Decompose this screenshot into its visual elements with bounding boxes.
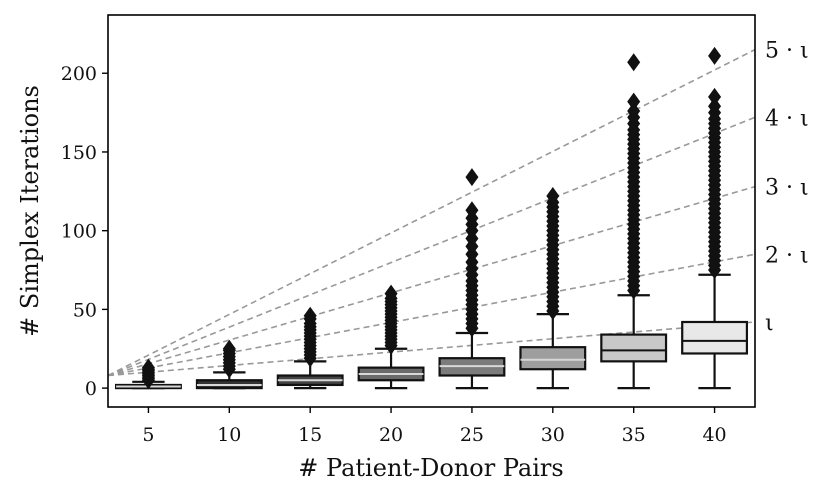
y-tick-label: 200: [61, 63, 97, 85]
box-iqr: [519, 346, 587, 371]
x-tick-label: 20: [379, 424, 403, 446]
x-axis: 5 10 15 20 25 30 35 40: [142, 407, 727, 446]
reference-line-label: 2 · ι: [765, 243, 809, 268]
box-group: [195, 339, 263, 390]
outlier-point: [465, 168, 479, 187]
y-tick-label: 50: [73, 299, 97, 321]
outlier-point: [141, 358, 155, 377]
box-iqr: [600, 333, 668, 363]
outlier-point: [708, 97, 722, 116]
reference-line-labels: ι 2 · ι 3 · ι 4 · ι 5 · ι: [765, 39, 809, 336]
box-group: [600, 53, 668, 390]
outlier-point: [627, 53, 641, 72]
x-tick-label: 35: [622, 424, 646, 446]
x-tick-label: 25: [460, 424, 484, 446]
box-group: [519, 187, 587, 390]
y-tick-label: 0: [85, 378, 97, 400]
outlier-point: [627, 92, 641, 111]
y-axis: 0 50 100 150 200: [61, 63, 108, 400]
plot-area-border: [107, 14, 756, 408]
outlier-point: [627, 102, 641, 121]
outlier-point: [708, 46, 722, 65]
boxes: [114, 46, 749, 390]
reference-line-label: 3 · ι: [765, 176, 809, 201]
outlier-point: [465, 201, 479, 220]
box-group: [438, 168, 506, 390]
x-tick-label: 15: [298, 424, 322, 446]
box-iqr: [681, 320, 749, 355]
outlier-point: [546, 187, 560, 206]
outlier-point: [222, 339, 236, 358]
x-tick-label: 30: [541, 424, 565, 446]
y-tick-label: 150: [61, 142, 97, 164]
outlier-point: [303, 306, 317, 325]
reference-line-label: ι: [765, 311, 774, 336]
reference-line: [107, 116, 756, 377]
outlier-point: [708, 87, 722, 106]
outlier-point: [384, 284, 398, 303]
box-group: [357, 284, 425, 390]
x-tick-label: 40: [702, 424, 726, 446]
x-tick-label: 5: [142, 424, 154, 446]
reference-lines: [107, 48, 756, 377]
reference-line-label: 4 · ι: [765, 106, 809, 131]
y-axis-title: # Simplex Iterations: [16, 85, 44, 337]
plot-frame: [107, 14, 756, 408]
x-axis-title: # Patient-Donor Pairs: [298, 454, 563, 482]
reference-line: [107, 185, 756, 377]
box-group: [276, 306, 344, 390]
y-tick-label: 100: [61, 221, 97, 243]
reference-line: [107, 48, 756, 377]
reference-line: [107, 321, 756, 377]
box-group: [114, 358, 182, 390]
x-tick-label: 10: [217, 424, 241, 446]
reference-line-label: 5 · ι: [765, 39, 809, 64]
box-group: [681, 46, 749, 390]
